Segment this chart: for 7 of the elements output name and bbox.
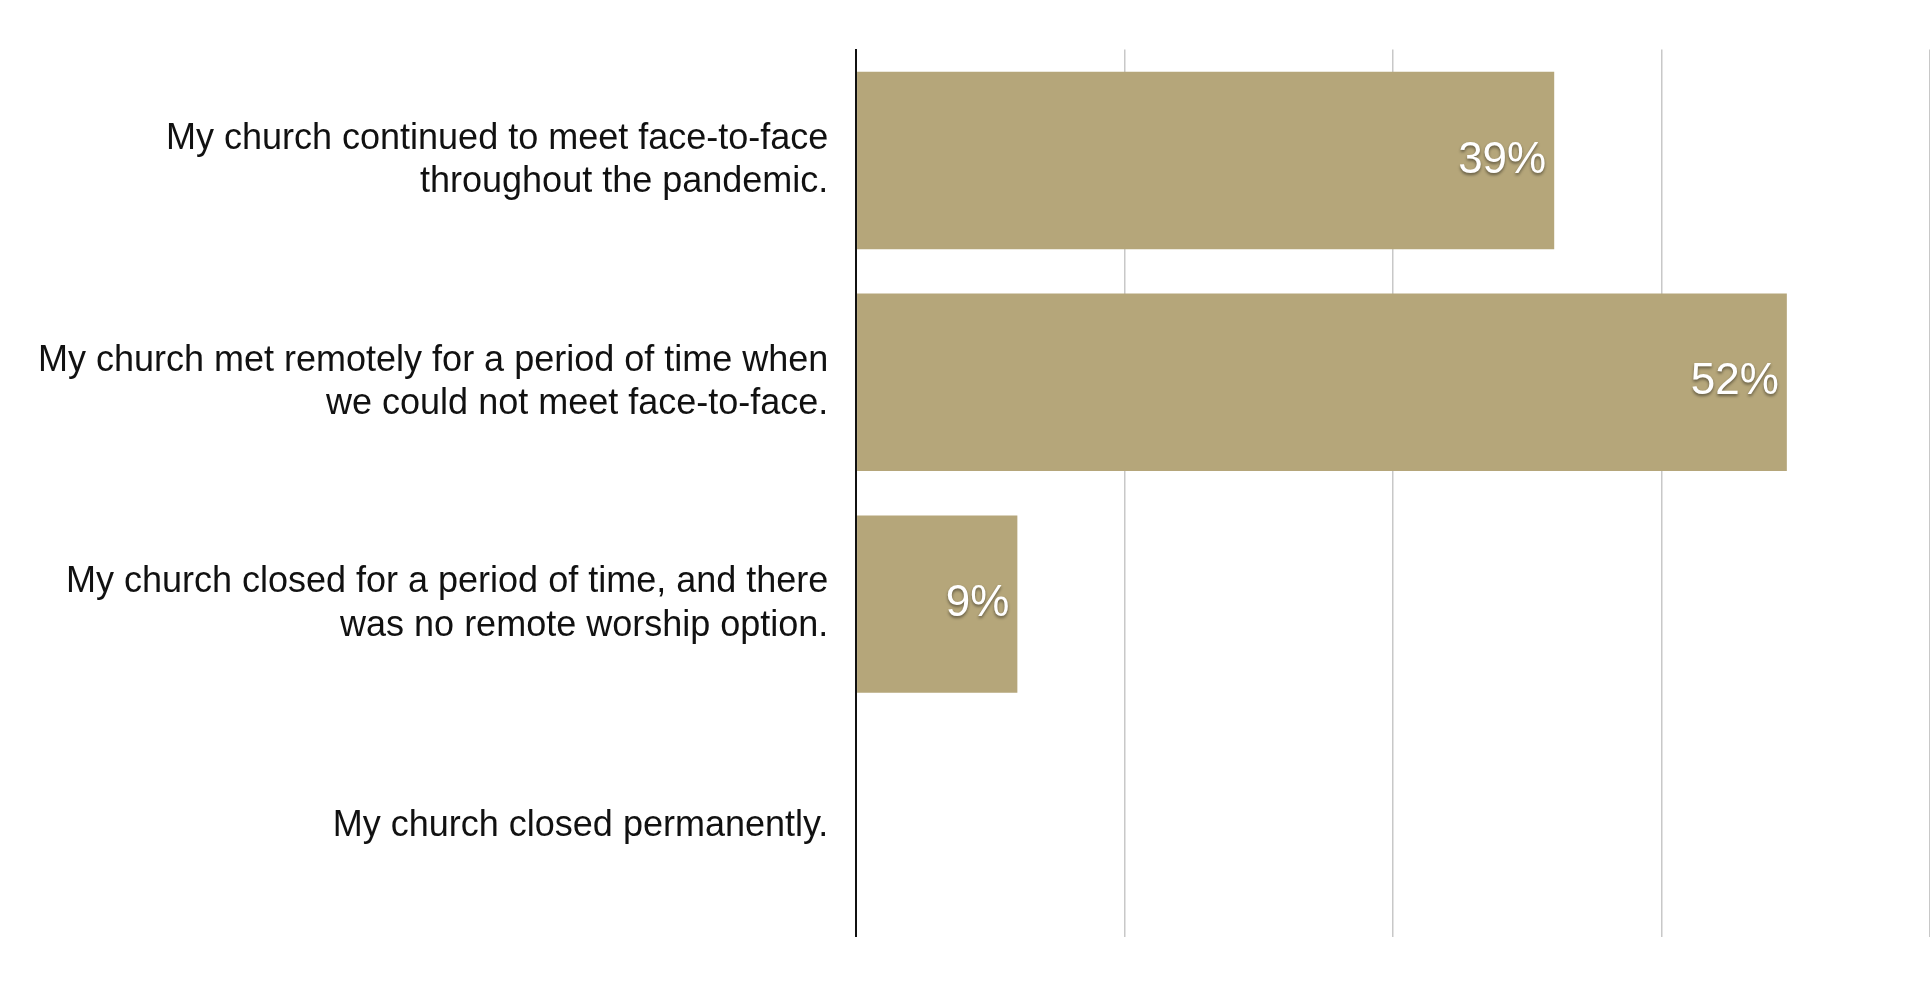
data-label: 52%	[1690, 354, 1779, 404]
y-tick-label: My church closed for a period of time, and there was no remote worship option.	[65, 559, 829, 644]
y-tick-label: My church met remotely for a period of time when we could not meet face-to-face.	[38, 337, 829, 422]
y-tick-label: My church continued to meet face-to-face throughout the pandemic.	[165, 115, 829, 201]
data-label: 9%	[945, 576, 1010, 626]
y-tick-label: My church closed permanently.	[332, 802, 829, 844]
data-label: 39%	[1458, 132, 1547, 182]
